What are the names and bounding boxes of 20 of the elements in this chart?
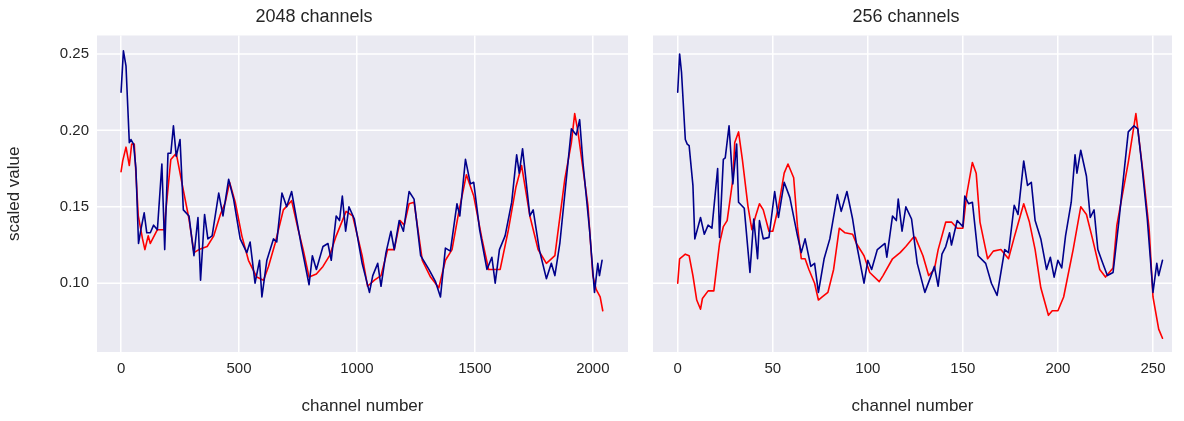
x-tick-label: 250 [1140, 359, 1166, 377]
x-tick-label: 200 [1045, 359, 1071, 377]
x-tick-label: 0 [116, 359, 126, 377]
y-tick-label: 0.10 [59, 273, 89, 291]
chart-title: 2048 channels [255, 5, 373, 26]
x-tick-label: 2000 [576, 359, 610, 377]
x-tick-label: 1500 [458, 359, 492, 377]
x-tick-label: 1000 [340, 359, 374, 377]
y-tick-label: 0.20 [59, 120, 89, 138]
x-tick-label: 150 [950, 359, 976, 377]
x-tick-label: 500 [226, 359, 252, 377]
y-tick-label: 0.15 [59, 196, 89, 214]
x-axis-title: channel number [851, 396, 974, 416]
x-tick-label: 100 [855, 359, 881, 377]
x-tick-label: 0 [673, 359, 682, 377]
y-tick-label: 0.25 [59, 44, 89, 62]
x-axis-title: channel number [301, 396, 424, 416]
chart-title: 256 channels [852, 5, 960, 26]
x-tick-label: 50 [764, 359, 782, 377]
y-axis-title: scaled value [3, 146, 23, 242]
